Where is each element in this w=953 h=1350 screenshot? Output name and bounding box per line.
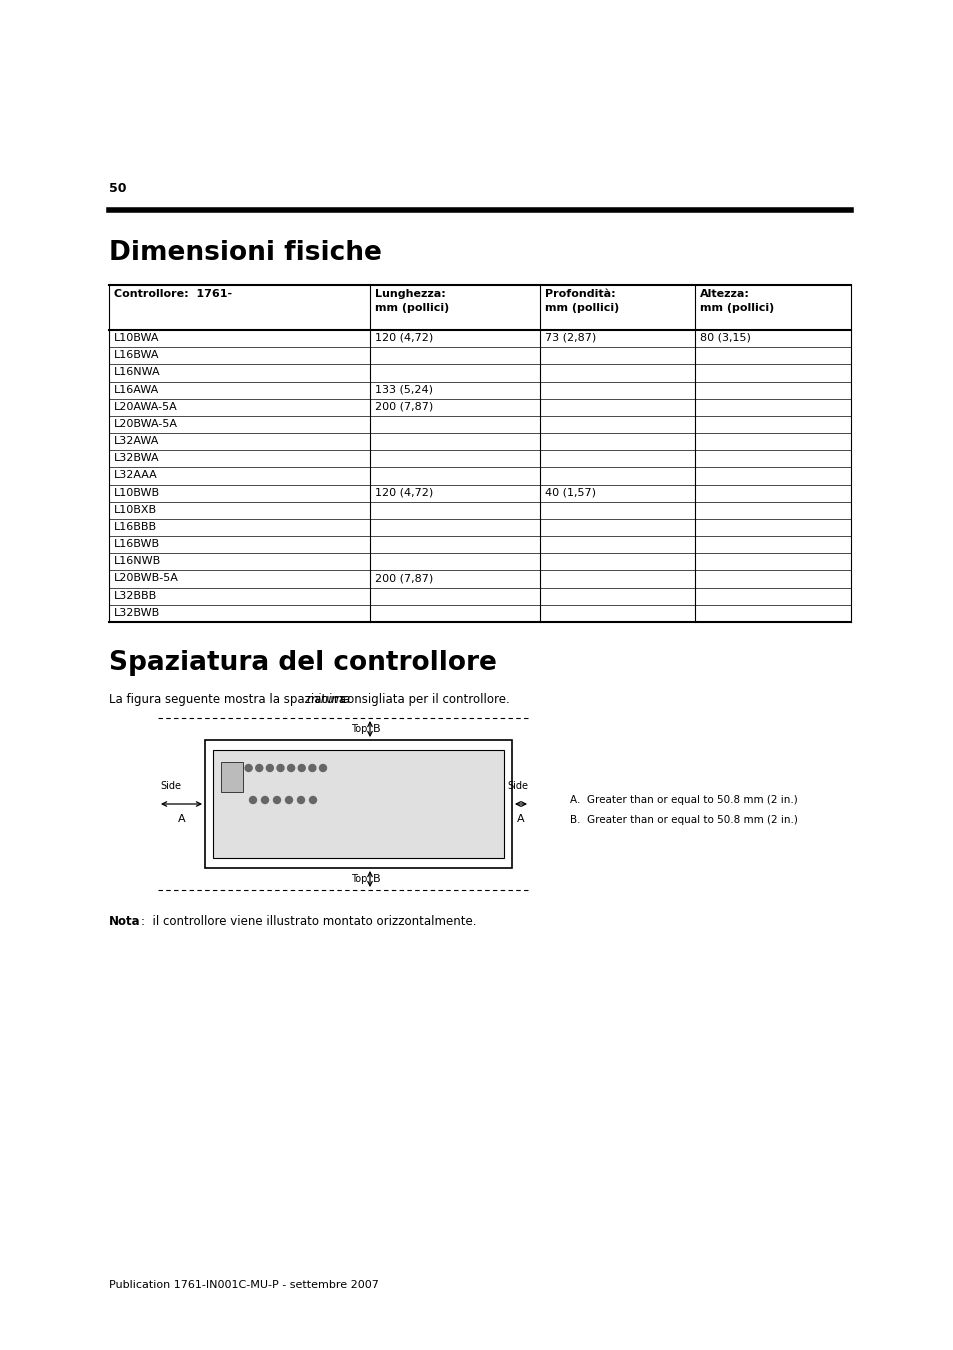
Text: Top: Top: [351, 724, 367, 734]
Text: 200 (7,87): 200 (7,87): [375, 402, 433, 412]
Text: L32BWB: L32BWB: [113, 608, 160, 618]
Text: Altezza:: Altezza:: [700, 289, 749, 298]
Circle shape: [298, 764, 305, 771]
Circle shape: [297, 796, 304, 803]
Text: 50: 50: [109, 182, 127, 194]
Circle shape: [255, 764, 262, 771]
Text: mm (pollici): mm (pollici): [700, 302, 774, 313]
Text: 133 (5,24): 133 (5,24): [375, 385, 433, 394]
Text: minima: minima: [307, 693, 351, 706]
Bar: [213, 751, 503, 859]
Text: Profondità:: Profondità:: [544, 289, 615, 298]
Circle shape: [274, 796, 280, 803]
Text: B: B: [373, 724, 380, 734]
Text: 120 (4,72): 120 (4,72): [375, 487, 433, 498]
Text: L20BWB-5A: L20BWB-5A: [113, 574, 179, 583]
Text: 120 (4,72): 120 (4,72): [375, 333, 433, 343]
Text: mm (pollici): mm (pollici): [544, 302, 618, 313]
Text: L10BWA: L10BWA: [113, 333, 159, 343]
Text: 80 (3,15): 80 (3,15): [700, 333, 750, 343]
Text: L16NWA: L16NWA: [113, 367, 160, 378]
Text: Controllore:  1761-: Controllore: 1761-: [113, 289, 232, 298]
Circle shape: [285, 796, 293, 803]
Text: Dimensioni fisiche: Dimensioni fisiche: [109, 240, 381, 266]
Circle shape: [309, 796, 316, 803]
Text: L10BWB: L10BWB: [113, 487, 160, 498]
Circle shape: [245, 764, 252, 771]
Bar: [205, 740, 512, 868]
Text: Side: Side: [506, 782, 527, 791]
Text: L16AWA: L16AWA: [113, 385, 159, 394]
Text: La figura seguente mostra la spaziatura: La figura seguente mostra la spaziatura: [109, 693, 350, 706]
Text: L16NWB: L16NWB: [113, 556, 161, 566]
Text: 200 (7,87): 200 (7,87): [375, 574, 433, 583]
Text: L32AWA: L32AWA: [113, 436, 159, 446]
Text: L32BWA: L32BWA: [113, 454, 159, 463]
Text: L20BWA-5A: L20BWA-5A: [113, 418, 178, 429]
Circle shape: [276, 764, 284, 771]
Text: consigliata per il controllore.: consigliata per il controllore.: [336, 693, 509, 706]
Bar: [221, 761, 243, 792]
Text: Side: Side: [160, 782, 181, 791]
Text: 73 (2,87): 73 (2,87): [544, 333, 596, 343]
Circle shape: [266, 764, 274, 771]
Circle shape: [309, 764, 315, 771]
Text: L32BBB: L32BBB: [113, 591, 157, 601]
Text: L20AWA-5A: L20AWA-5A: [113, 402, 177, 412]
Circle shape: [234, 764, 241, 771]
Text: L10BXB: L10BXB: [113, 505, 157, 514]
Text: Spaziatura del controllore: Spaziatura del controllore: [109, 649, 497, 676]
Text: A: A: [517, 814, 524, 824]
Text: L16BWA: L16BWA: [113, 350, 159, 360]
Text: L16BWB: L16BWB: [113, 539, 160, 549]
Circle shape: [287, 764, 294, 771]
Text: B.  Greater than or equal to 50.8 mm (2 in.): B. Greater than or equal to 50.8 mm (2 i…: [569, 815, 797, 825]
Text: L32AAA: L32AAA: [113, 470, 157, 481]
Text: L16BBB: L16BBB: [113, 522, 157, 532]
Text: B: B: [373, 873, 380, 884]
Text: Publication 1761-IN001C-MU-P - settembre 2007: Publication 1761-IN001C-MU-P - settembre…: [109, 1280, 378, 1291]
Text: :  il controllore viene illustrato montato orizzontalmente.: : il controllore viene illustrato montat…: [141, 915, 476, 927]
Circle shape: [261, 796, 268, 803]
Circle shape: [319, 764, 326, 771]
Text: Lunghezza:: Lunghezza:: [375, 289, 445, 298]
Text: Nota: Nota: [109, 915, 140, 927]
Text: 40 (1,57): 40 (1,57): [544, 487, 596, 498]
Text: A: A: [177, 814, 185, 824]
Text: mm (pollici): mm (pollici): [375, 302, 449, 313]
Circle shape: [250, 796, 256, 803]
Text: A.  Greater than or equal to 50.8 mm (2 in.): A. Greater than or equal to 50.8 mm (2 i…: [569, 795, 797, 805]
Text: Top: Top: [351, 873, 367, 884]
